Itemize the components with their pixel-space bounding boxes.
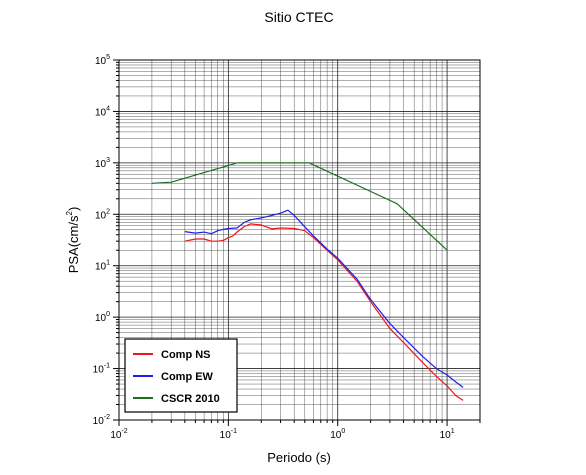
y-tick-base: 10 — [95, 56, 107, 67]
y-tick-base: 10 — [95, 262, 107, 273]
y-tick-exponent: 0 — [106, 311, 110, 318]
y-axis-label-text: PSA(cm/s — [66, 215, 81, 273]
x-tick-exponent: 1 — [451, 428, 455, 435]
x-tick-exponent: -1 — [231, 428, 237, 435]
y-tick-label: 10-1 — [93, 363, 110, 376]
series-line-comp-ns — [184, 223, 464, 401]
x-tick-labels: 10-2 10-1 100 101 — [110, 428, 454, 441]
x-tick-label: 101 — [440, 428, 455, 441]
y-tick-exponent: -2 — [104, 414, 110, 421]
plot-frame — [118, 59, 481, 421]
y-tick-exponent: 1 — [106, 260, 110, 267]
series-line-cscr-2010 — [151, 162, 448, 251]
legend-label: Comp EW — [161, 371, 214, 383]
y-axis-label-text: ) — [66, 207, 81, 211]
y-tick-exponent: -1 — [104, 363, 110, 370]
legend-label: Comp NS — [161, 349, 211, 361]
y-axis-label-superscript: 2 — [65, 211, 74, 216]
y-tick-base: 10 — [95, 313, 107, 324]
x-tick-label: 10-2 — [110, 428, 127, 441]
y-tick-label: 100 — [95, 311, 110, 324]
y-tick-label: 103 — [95, 157, 110, 170]
y-tick-label: 105 — [95, 54, 110, 67]
x-tick-base: 10 — [440, 430, 452, 441]
legend: Comp NS Comp EW CSCR 2010 — [124, 338, 238, 413]
x-tick-base: 10 — [330, 430, 342, 441]
y-tick-exponent: 4 — [106, 105, 110, 112]
y-tick-label: 104 — [95, 105, 110, 118]
x-axis-label: Periodo (s) — [267, 450, 331, 465]
y-tick-exponent: 2 — [106, 208, 110, 215]
y-tick-label: 101 — [95, 260, 110, 273]
x-tick-exponent: 0 — [341, 428, 345, 435]
y-tick-exponent: 3 — [106, 157, 110, 164]
y-axis-label: PSA(cm/s2) — [65, 207, 81, 274]
x-tick-base: 10 — [110, 430, 122, 441]
y-tick-exponent: 5 — [106, 54, 110, 61]
y-tick-base: 10 — [95, 107, 107, 118]
y-tick-base: 10 — [93, 416, 105, 427]
y-tick-base: 10 — [95, 210, 107, 221]
y-tick-label: 10-2 — [93, 414, 110, 427]
x-tick-base: 10 — [220, 430, 232, 441]
legend-label: CSCR 2010 — [161, 393, 220, 405]
series-layer — [151, 162, 464, 401]
chart-title: Sitio CTEC — [264, 9, 333, 25]
y-tick-label: 102 — [95, 208, 110, 221]
y-tick-base: 10 — [95, 159, 107, 170]
series-line-comp-ew — [184, 209, 464, 388]
y-tick-base: 10 — [93, 365, 105, 376]
x-tick-exponent: -2 — [121, 428, 127, 435]
x-tick-label: 100 — [330, 428, 345, 441]
x-tick-label: 10-1 — [220, 428, 237, 441]
